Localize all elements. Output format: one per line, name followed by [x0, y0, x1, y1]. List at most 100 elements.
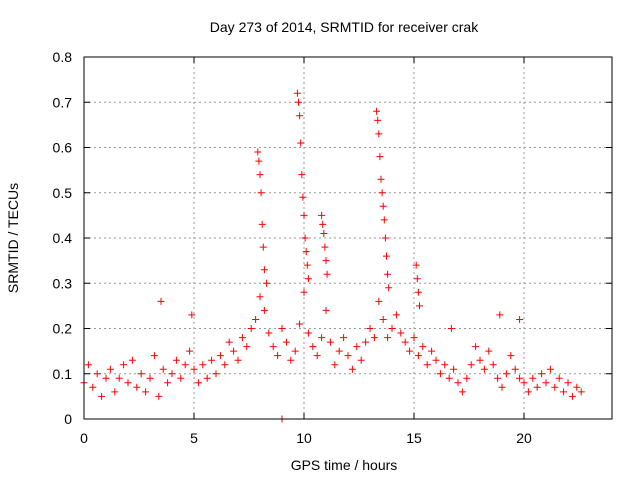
data-point	[216, 352, 224, 360]
data-point	[577, 388, 585, 396]
data-point	[319, 220, 327, 228]
data-point	[373, 107, 381, 115]
data-point	[412, 261, 420, 269]
data-point	[177, 374, 185, 382]
data-point	[524, 388, 532, 396]
y-tick-label: 0.6	[53, 140, 73, 156]
data-point	[188, 311, 196, 319]
data-point	[542, 379, 550, 387]
data-point	[419, 343, 427, 351]
data-point	[282, 338, 290, 346]
data-point	[304, 329, 312, 337]
data-point	[269, 343, 277, 351]
y-tick-label: 0.5	[53, 185, 73, 201]
data-point	[252, 316, 260, 323]
data-point	[258, 220, 266, 228]
data-point	[89, 383, 97, 391]
data-point	[370, 334, 378, 342]
data-point	[259, 243, 267, 251]
data-point	[300, 288, 308, 296]
data-point	[208, 356, 216, 364]
data-point	[181, 361, 189, 369]
data-point	[401, 338, 409, 346]
data-point	[203, 374, 211, 382]
data-point	[410, 334, 418, 342]
data-point	[432, 356, 440, 364]
data-point	[304, 275, 312, 283]
data-point	[190, 365, 198, 373]
x-tick-label: 10	[296, 430, 312, 446]
data-point	[321, 243, 329, 251]
data-point	[133, 383, 141, 391]
data-point	[374, 116, 382, 124]
data-point	[406, 347, 414, 355]
plot-frame	[83, 56, 613, 420]
data-point	[447, 325, 455, 332]
data-point	[384, 334, 392, 342]
data-point	[496, 311, 504, 319]
data-point	[414, 352, 422, 360]
x-tick-label: 5	[190, 430, 198, 446]
data-point	[225, 338, 233, 346]
data-point	[458, 388, 466, 396]
x-axis: 0 5 10 15 20	[80, 57, 532, 446]
data-point	[397, 329, 405, 337]
data-point	[375, 130, 383, 138]
data-point	[379, 202, 387, 210]
data-point	[507, 352, 515, 360]
data-point	[296, 112, 304, 120]
data-point	[516, 374, 524, 382]
y-tick-label: 0.4	[53, 230, 73, 246]
data-point	[128, 356, 136, 364]
data-point	[298, 171, 306, 179]
data-point	[301, 234, 309, 242]
data-point	[326, 338, 334, 346]
data-point	[318, 211, 326, 219]
data-point	[348, 365, 356, 373]
data-point	[84, 361, 92, 369]
x-axis-label: GPS time / hours	[291, 457, 398, 473]
data-point	[155, 392, 163, 400]
data-point	[538, 370, 546, 378]
data-point	[480, 365, 488, 373]
data-point	[296, 320, 304, 328]
data-point	[115, 374, 123, 382]
data-point	[463, 374, 471, 382]
data-point	[291, 347, 299, 355]
data-point	[263, 279, 271, 287]
data-point	[299, 193, 307, 201]
data-point	[106, 365, 114, 373]
data-point	[555, 374, 563, 382]
data-points	[80, 89, 585, 423]
data-point	[293, 89, 301, 97]
data-point	[357, 356, 365, 364]
data-point	[375, 297, 383, 305]
data-point	[489, 361, 497, 369]
data-point	[186, 347, 194, 355]
data-point	[331, 361, 339, 369]
data-point	[137, 370, 145, 378]
data-point	[383, 252, 390, 260]
x-tick-label: 15	[406, 430, 422, 446]
data-point	[318, 334, 326, 342]
data-point	[454, 379, 462, 387]
data-point	[450, 365, 458, 373]
data-point	[274, 352, 282, 360]
data-point	[322, 306, 330, 314]
y-axis-label: SRMTID / TECUs	[5, 183, 21, 293]
data-point	[260, 266, 268, 274]
data-point	[436, 370, 444, 378]
data-point	[494, 374, 502, 382]
data-point	[221, 361, 229, 369]
data-point	[164, 379, 172, 387]
data-point	[428, 347, 436, 355]
chart-title: Day 273 of 2014, SRMTID for receiver cra…	[210, 19, 479, 35]
data-point	[322, 257, 330, 265]
data-point	[278, 325, 286, 332]
data-point	[159, 365, 167, 373]
y-tick-label: 0.2	[53, 321, 73, 337]
data-point	[568, 392, 576, 400]
data-point	[257, 189, 265, 197]
data-point	[380, 216, 388, 224]
